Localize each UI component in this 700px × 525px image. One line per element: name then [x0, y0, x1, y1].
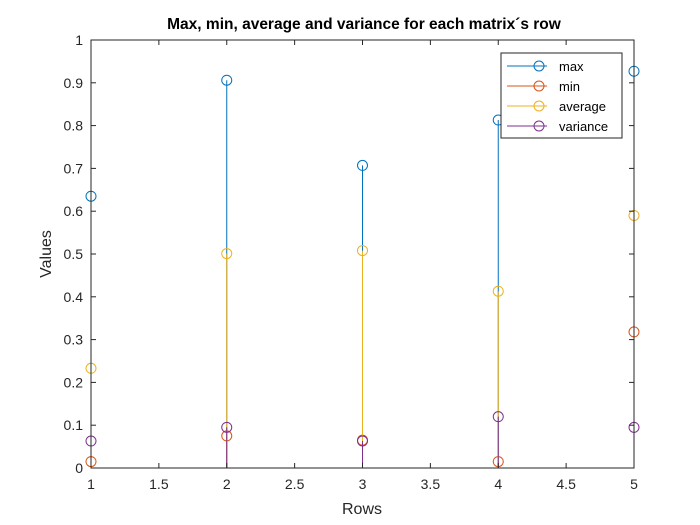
y-tick-label: 0.8 [64, 118, 84, 134]
x-tick-label: 4.5 [556, 476, 576, 492]
legend-marker-average [533, 100, 545, 112]
x-tick-label: 3 [359, 476, 367, 492]
x-tick-label: 2 [223, 476, 231, 492]
legend-label-variance: variance [559, 119, 608, 134]
legend-marker-max [533, 60, 545, 72]
legend-label-min: min [559, 79, 580, 94]
legend-box [500, 52, 623, 139]
y-tick-label: 0.1 [64, 417, 84, 433]
stem-marker-max-3 [357, 159, 368, 171]
stem-marker-variance-3 [357, 435, 368, 447]
x-tick-label: 4 [494, 476, 502, 492]
legend-label-average: average [559, 99, 606, 114]
stem-marker-average-4 [492, 285, 504, 297]
x-tick-label: 1.5 [149, 476, 169, 492]
legend-marker-min [533, 80, 545, 92]
axes-layer: 1 1.5 2 2.5 3 3.5 4 4.5 5 0 0.1 0.2 0.3 0.4 0.5 0.6 0.7 0… [64, 32, 639, 492]
chart-title: Max, min, average and variance for each … [167, 16, 562, 33]
x-tick-label: 1 [87, 476, 95, 492]
stem-marker-average-3 [357, 245, 368, 257]
x-tick-label: 2.5 [285, 476, 305, 492]
stem-marker-average-2 [221, 248, 233, 260]
y-tick-label: 1 [75, 32, 83, 48]
y-tick-label: 0.9 [64, 75, 84, 91]
y-tick-label: 0.4 [64, 289, 84, 305]
y-tick-label: 0 [75, 460, 83, 476]
x-tick-label: 3.5 [421, 476, 441, 492]
legend: max min average variance [500, 52, 623, 139]
y-tick-label: 0.6 [64, 203, 84, 219]
legend-label-max: max [559, 59, 584, 74]
x-tick-label: 5 [630, 476, 638, 492]
y-axis-label: Values [38, 230, 55, 278]
y-tick-label: 0.5 [64, 246, 84, 262]
y-tick-label: 0.7 [64, 160, 84, 176]
legend-marker-variance [533, 120, 545, 132]
stem-marker-variance-2 [221, 421, 233, 433]
x-axis-label: Rows [342, 501, 382, 518]
y-tick-label: 0.3 [64, 332, 84, 348]
stem-marker-max-2 [221, 74, 233, 86]
y-tick-label: 0.2 [64, 374, 84, 390]
stem-marker-variance-4 [492, 411, 504, 423]
